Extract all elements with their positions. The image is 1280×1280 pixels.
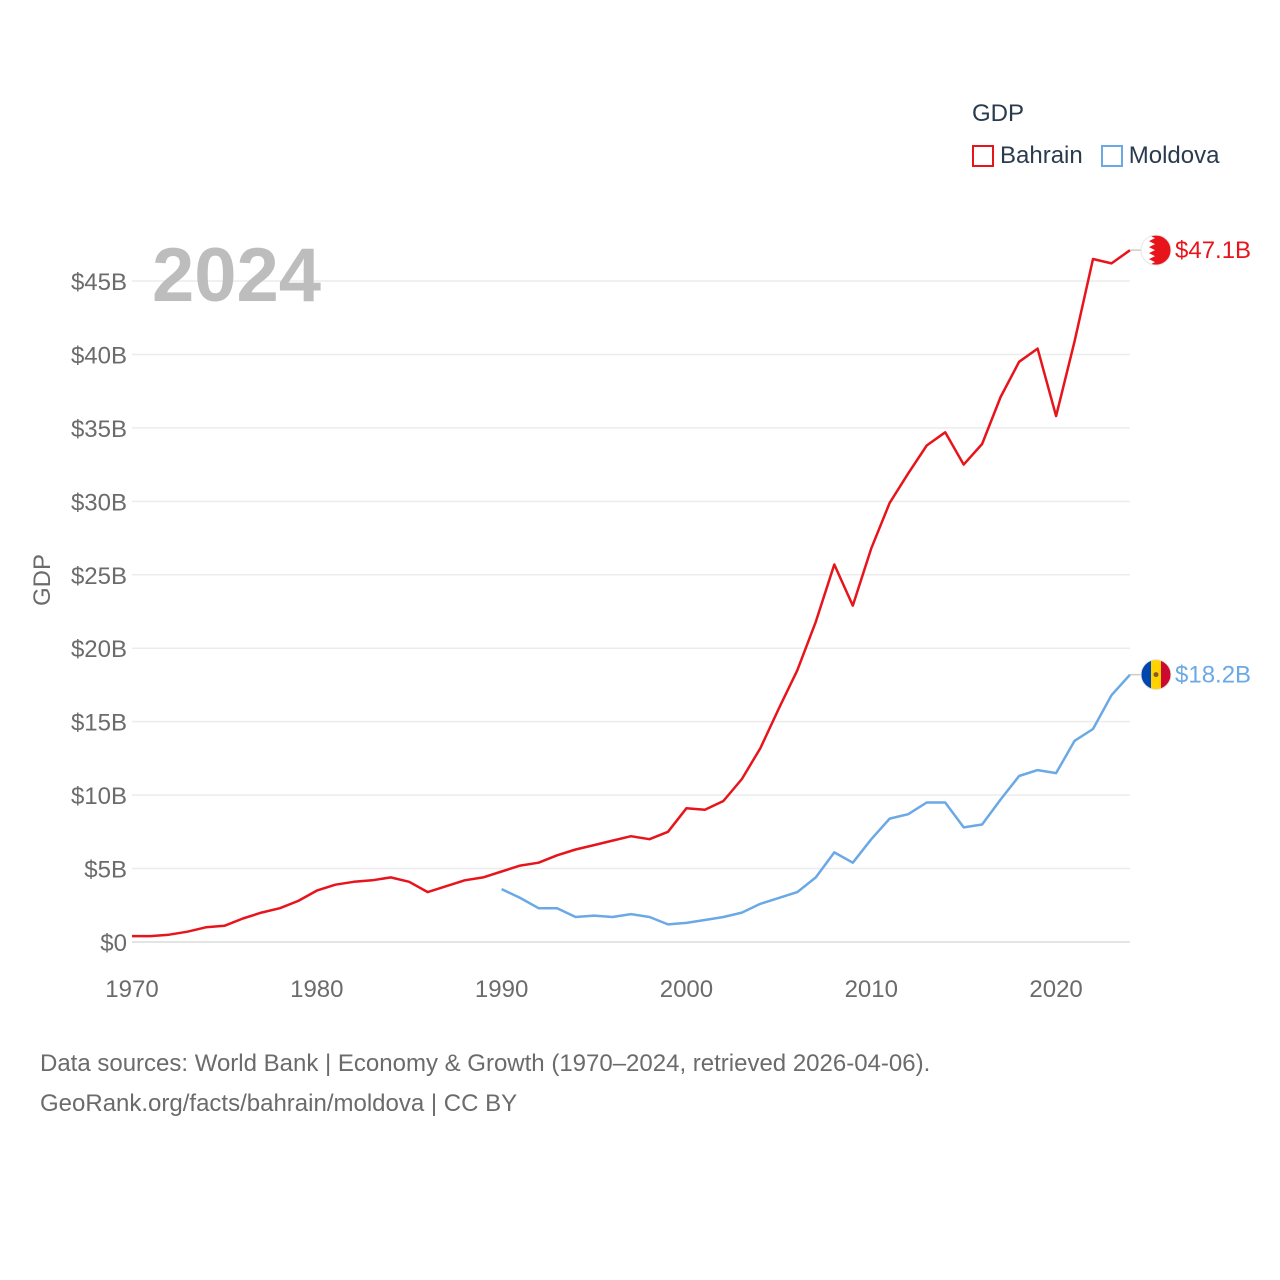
legend-title: GDP — [972, 100, 1025, 127]
y-tick-label: $10B — [71, 783, 127, 810]
series-line-moldova — [501, 673, 1131, 926]
y-axis-label: GDP — [29, 554, 56, 606]
footer: Data sources: World Bank | Economy & Gro… — [40, 1044, 930, 1124]
series-line-bahrain — [132, 249, 1131, 938]
y-tick-label: $15B — [71, 710, 127, 737]
x-tick-label: 2000 — [660, 976, 713, 1003]
moldova-flag-icon — [1140, 659, 1172, 691]
y-tick-label: $30B — [71, 489, 127, 516]
y-tick-label: $20B — [71, 636, 127, 663]
x-tick-label: 1980 — [290, 976, 343, 1003]
y-tick-label: $0 — [100, 930, 127, 957]
end-value-label-bahrain: $47.1B — [1175, 237, 1251, 264]
y-axis-ticks: $0 $5B $10B $15B $20B $25B $30B $35B $40B $45B — [71, 269, 127, 957]
data-source-text: Data sources: World Bank | Economy & Gro… — [40, 1050, 931, 1077]
y-tick-label: $25B — [71, 563, 127, 590]
y-tick-label: $35B — [71, 416, 127, 443]
x-tick-label: 1990 — [475, 976, 528, 1003]
legend-label-moldova: Moldova — [1128, 142, 1220, 169]
x-tick-label: 2020 — [1029, 976, 1082, 1003]
y-tick-label: $45B — [71, 269, 127, 296]
legend-item-bahrain[interactable]: Bahrain — [972, 142, 1083, 170]
legend-item-moldova[interactable]: Moldova — [1100, 142, 1220, 170]
attribution-link[interactable]: GeoRank.org/facts/bahrain/moldova | CC B… — [40, 1090, 518, 1117]
x-tick-label: 2010 — [845, 976, 898, 1003]
legend-label-bahrain: Bahrain — [1000, 142, 1083, 169]
legend: Bahrain Moldova — [972, 142, 1219, 170]
legend-swatch-moldova — [1100, 145, 1123, 167]
end-value-label-moldova: $18.2B — [1175, 662, 1251, 689]
x-axis-ticks: 1970 1980 1990 2000 2010 2020 — [105, 976, 1082, 1003]
grid-lines — [132, 280, 1130, 943]
bahrain-flag-icon — [1140, 234, 1172, 266]
y-tick-label: $5B — [84, 857, 127, 884]
series-layer: $47.1B $18.2B — [132, 234, 1251, 938]
legend-swatch-bahrain — [972, 145, 994, 167]
y-tick-label: $40B — [71, 342, 127, 369]
x-tick-label: 1970 — [105, 976, 158, 1003]
year-label: 2024 — [152, 233, 321, 318]
